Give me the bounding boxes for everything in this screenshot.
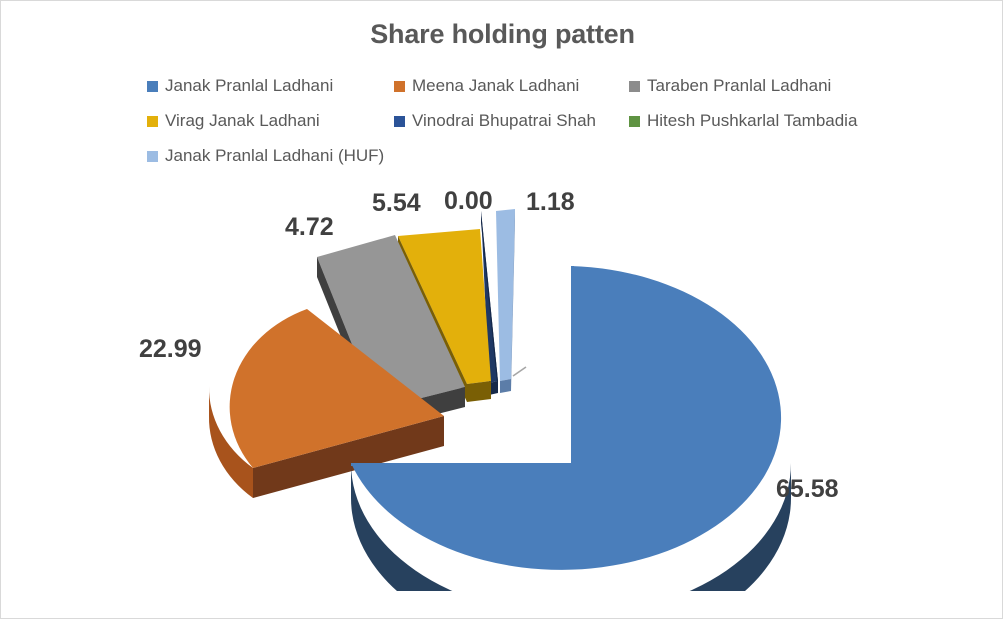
legend-swatch-icon: [394, 115, 405, 127]
pie-slice-janak-pranlal-ladhani-huf[interactable]: [496, 209, 515, 393]
legend-item-hitesh-pushkarlal-tambadia[interactable]: Hitesh Pushkarlal Tambadia: [629, 110, 857, 132]
data-label-vinodrai-bhupatrai-shah: 0.00: [444, 187, 493, 215]
pie-chart-svg: [208, 209, 791, 591]
legend-label: Hitesh Pushkarlal Tambadia: [647, 111, 858, 130]
legend-swatch-icon: [394, 80, 405, 92]
legend-item-janak-pranlal-ladhani-huf[interactable]: Janak Pranlal Ladhani (HUF): [147, 145, 394, 167]
pie-plot-area: [1, 171, 1003, 591]
pie-slice-meena-janak-ladhani[interactable]: [208, 309, 444, 498]
legend-swatch-icon: [629, 80, 640, 92]
legend-label: Janak Pranlal Ladhani (HUF): [165, 146, 385, 165]
legend-swatch-icon: [147, 115, 158, 127]
chart-title: Share holding patten: [370, 19, 635, 49]
legend-item-janak-pranlal-ladhani[interactable]: Janak Pranlal Ladhani: [147, 75, 394, 97]
legend-row: Janak Pranlal Ladhani Meena Janak Ladhan…: [147, 75, 887, 110]
pie-slice-janak-pranlal-ladhani[interactable]: [351, 266, 791, 591]
legend-row: Virag Janak Ladhani Vinodrai Bhupatrai S…: [147, 110, 887, 145]
legend-item-meena-janak-ladhani[interactable]: Meena Janak Ladhani: [394, 75, 629, 97]
leader-line-huf: [512, 366, 527, 377]
legend-swatch-icon: [147, 150, 158, 162]
legend-label: Janak Pranlal Ladhani: [165, 76, 334, 95]
data-label-janak-pranlal-ladhani: 65.58: [776, 475, 839, 503]
legend-item-taraben-pranlal-ladhani[interactable]: Taraben Pranlal Ladhani: [629, 75, 831, 97]
legend-swatch-icon: [629, 115, 640, 127]
chart-legend: Janak Pranlal Ladhani Meena Janak Ladhan…: [147, 75, 887, 180]
data-label-taraben-pranlal-ladhani: 4.72: [285, 213, 334, 241]
pie-slice-vinodrai-bhupatrai-shah[interactable]: [481, 211, 498, 395]
legend-label: Meena Janak Ladhani: [412, 76, 580, 95]
legend-label: Vinodrai Bhupatrai Shah: [412, 111, 596, 130]
legend-label: Virag Janak Ladhani: [165, 111, 320, 130]
legend-swatch-icon: [147, 80, 158, 92]
legend-item-vinodrai-bhupatrai-shah[interactable]: Vinodrai Bhupatrai Shah: [394, 110, 629, 132]
legend-item-virag-janak-ladhani[interactable]: Virag Janak Ladhani: [147, 110, 394, 132]
data-label-meena-janak-ladhani: 22.99: [139, 335, 202, 363]
data-label-janak-pranlal-ladhani-huf: 1.18: [526, 188, 575, 216]
legend-label: Taraben Pranlal Ladhani: [647, 76, 832, 95]
legend-row: Janak Pranlal Ladhani (HUF): [147, 145, 887, 180]
data-label-virag-janak-ladhani: 5.54: [372, 189, 421, 217]
